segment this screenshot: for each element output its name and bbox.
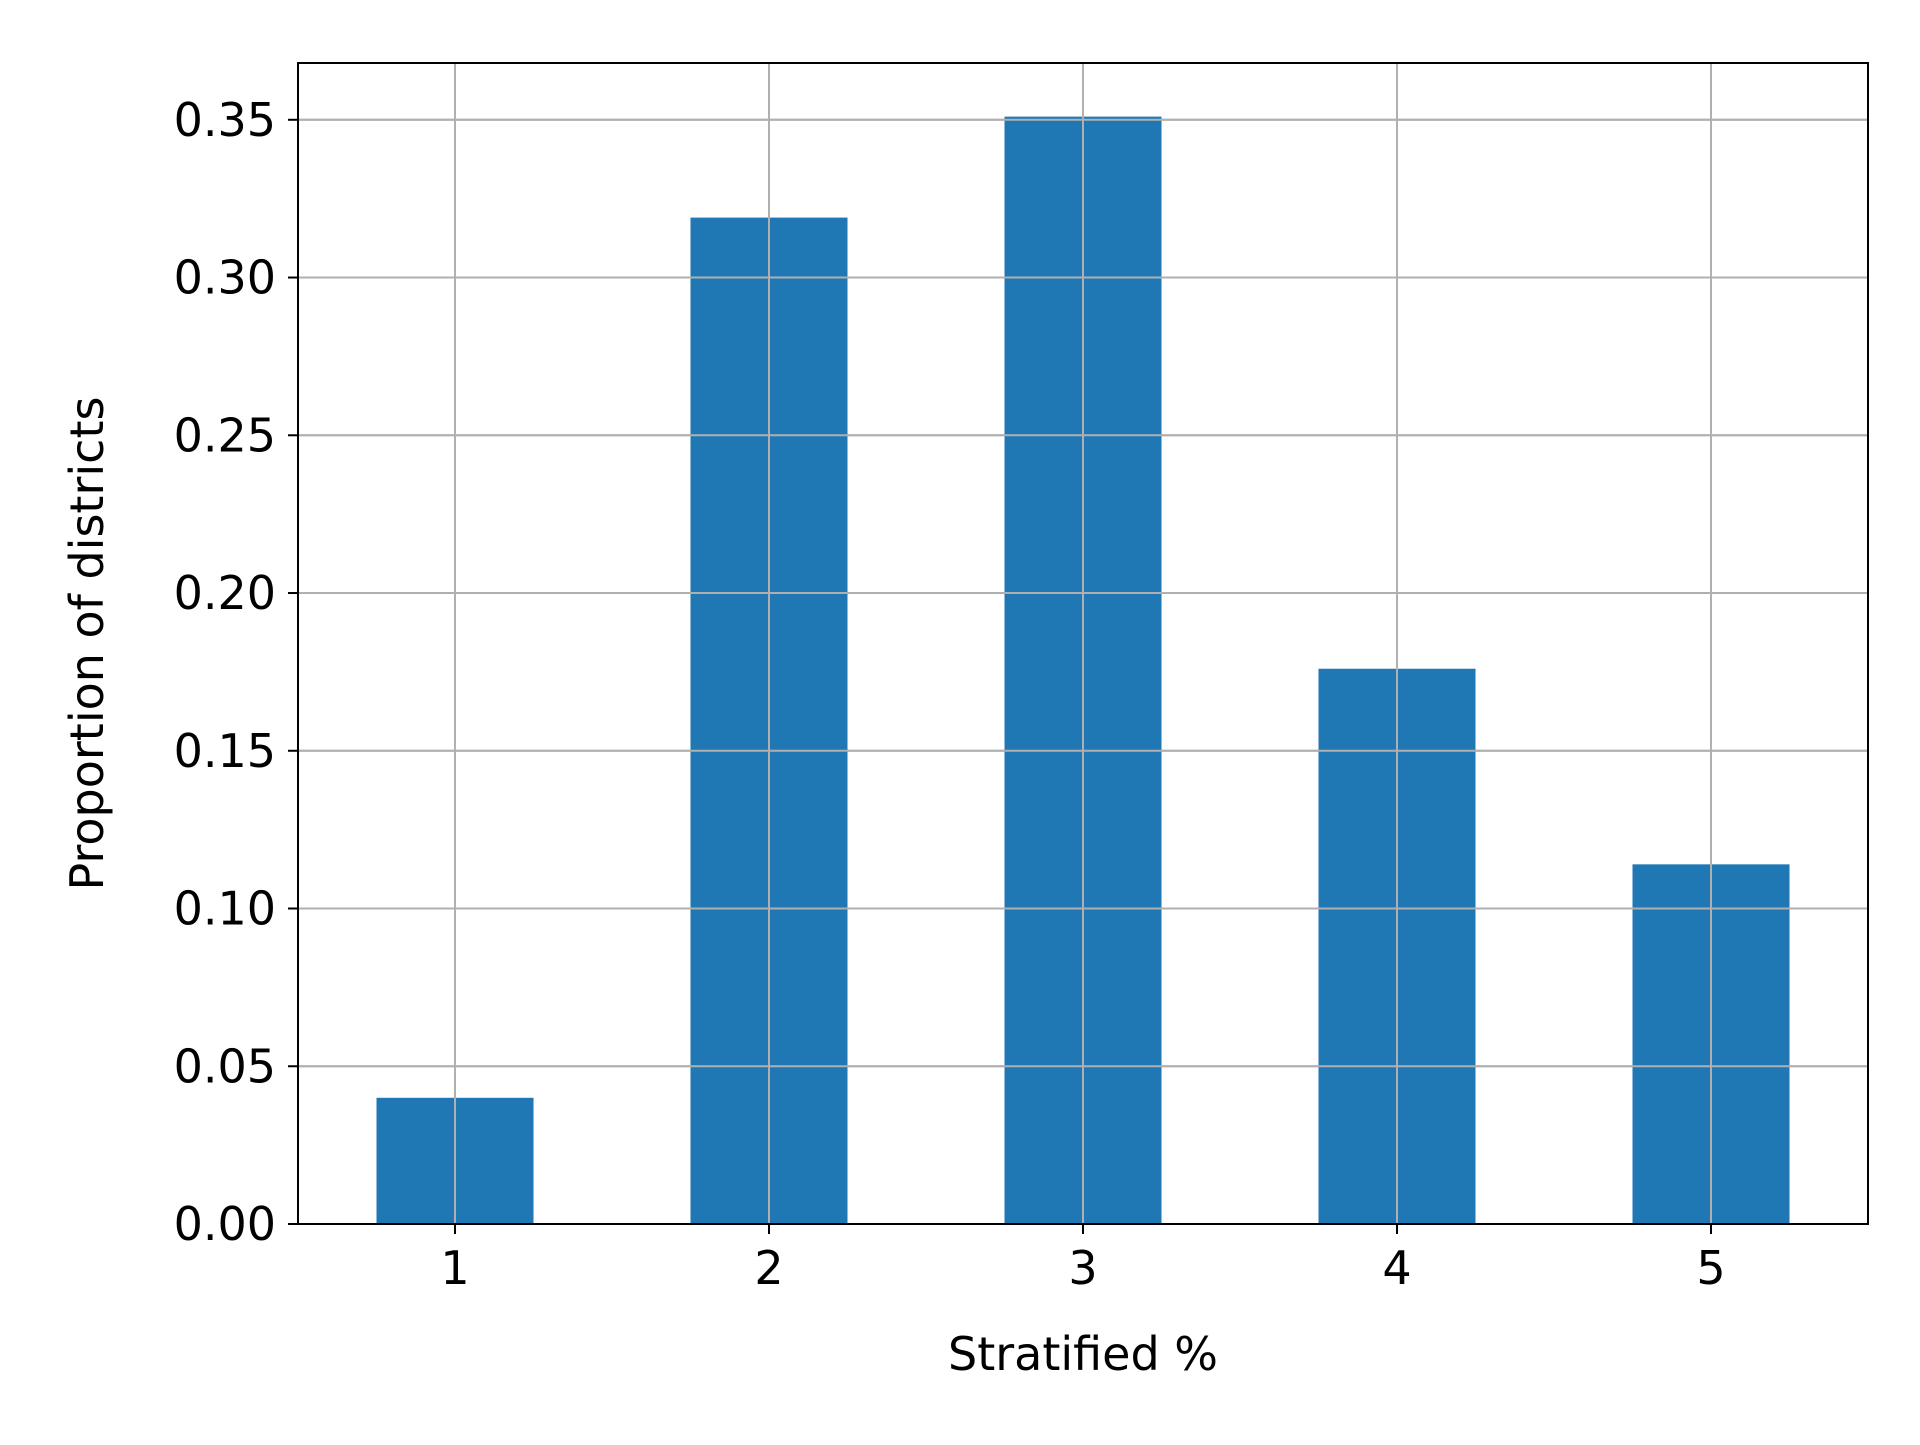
- x-tick-label: 1: [440, 1241, 469, 1295]
- y-tick-label: 0.00: [174, 1197, 276, 1251]
- x-tick-label: 3: [1068, 1241, 1097, 1295]
- ticks: 0.00 0.05 0.10 0.15 0.20 0.25 0.30 0.35 1 2 3 4 5: [174, 93, 1726, 1295]
- y-axis-label: Proportion of districts: [60, 397, 114, 891]
- y-tick-label: 0.35: [174, 93, 276, 147]
- x-tick-label: 4: [1382, 1241, 1411, 1295]
- x-tick-label: 5: [1696, 1241, 1725, 1295]
- x-axis-label: Stratified %: [948, 1327, 1218, 1381]
- x-tick-label: 2: [754, 1241, 783, 1295]
- y-tick-label: 0.25: [174, 408, 276, 462]
- y-tick-label: 0.15: [174, 724, 276, 778]
- y-tick-label: 0.05: [174, 1039, 276, 1093]
- y-tick-label: 0.20: [174, 566, 276, 620]
- y-tick-label: 0.10: [174, 882, 276, 936]
- y-tick-label: 0.30: [174, 251, 276, 305]
